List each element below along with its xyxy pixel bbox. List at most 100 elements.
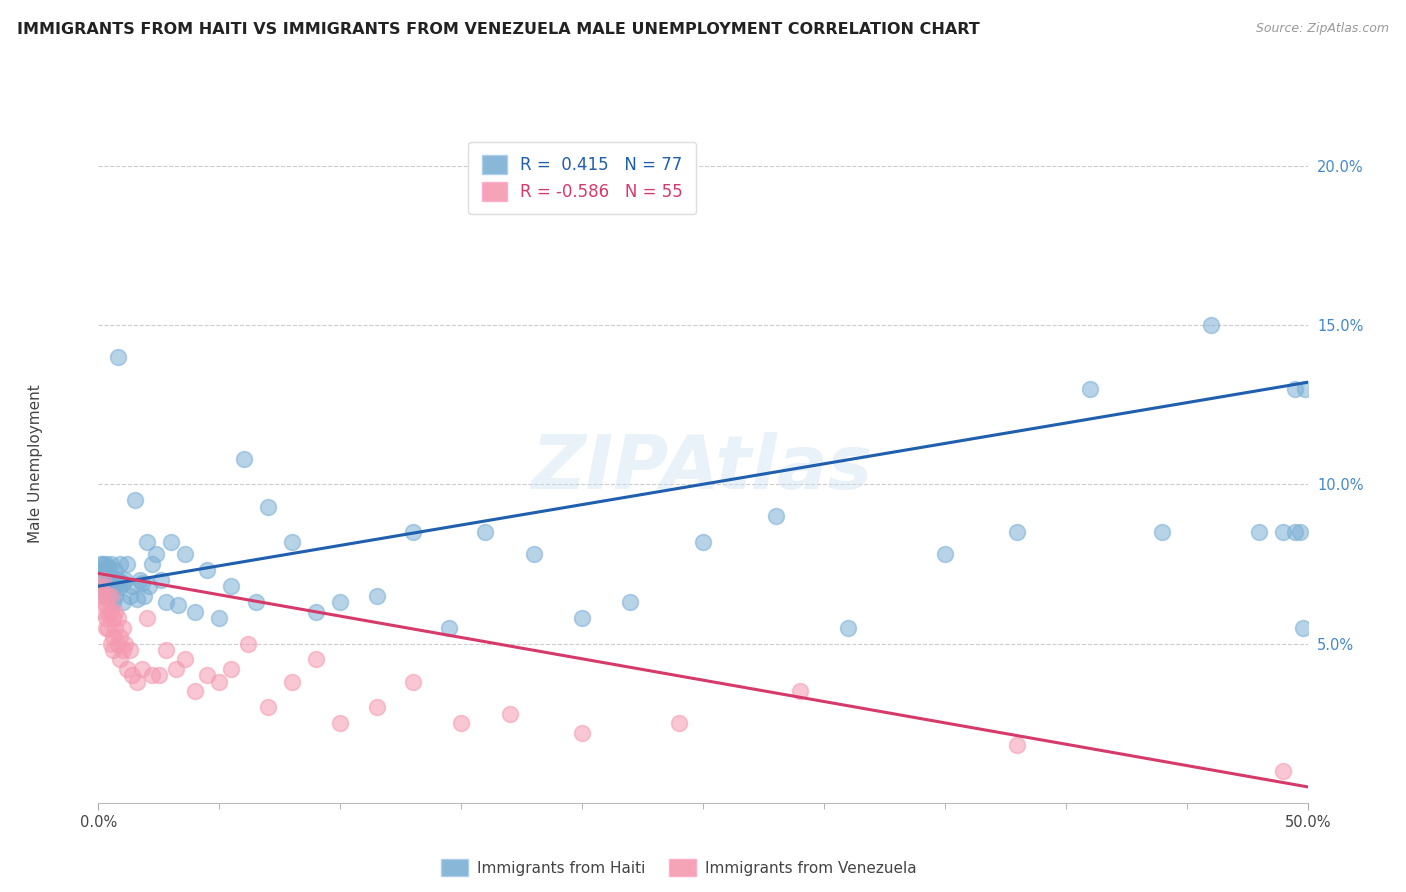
Point [91, 605, 114, 619]
Point [1292, 621, 1315, 635]
Point [100, 589, 122, 603]
Point [107, 573, 129, 587]
Point [111, 595, 134, 609]
Point [668, 716, 690, 731]
Point [523, 547, 546, 561]
Point [94, 589, 117, 603]
Point [117, 557, 139, 571]
Point [165, 662, 187, 676]
Text: Source: ZipAtlas.com: Source: ZipAtlas.com [1256, 22, 1389, 36]
Point [118, 589, 141, 603]
Point [256, 700, 278, 714]
Point [90, 579, 112, 593]
Point [114, 636, 136, 650]
Point [1294, 382, 1316, 396]
Point [127, 674, 149, 689]
Point [127, 591, 149, 606]
Point [111, 576, 134, 591]
Point [281, 534, 304, 549]
Point [571, 725, 593, 739]
Point [97, 560, 120, 574]
Point [97, 621, 120, 635]
Point [1284, 382, 1306, 396]
Point [1289, 524, 1312, 539]
Point [101, 643, 124, 657]
Point [90, 557, 112, 571]
Point [184, 684, 207, 698]
Point [91, 579, 114, 593]
Point [305, 652, 328, 666]
Point [1078, 382, 1101, 396]
Point [498, 706, 520, 721]
Point [117, 662, 139, 676]
Point [101, 611, 124, 625]
Point [437, 621, 460, 635]
Point [221, 579, 243, 593]
Point [141, 668, 163, 682]
Point [305, 605, 328, 619]
Point [124, 493, 146, 508]
Point [837, 621, 859, 635]
Point [366, 589, 388, 603]
Point [167, 599, 190, 613]
Point [94, 566, 117, 581]
Point [134, 589, 156, 603]
Point [135, 534, 157, 549]
Point [100, 569, 122, 583]
Point [135, 611, 157, 625]
Point [934, 547, 956, 561]
Text: IMMIGRANTS FROM HAITI VS IMMIGRANTS FROM VENEZUELA MALE UNEMPLOYMENT CORRELATION: IMMIGRANTS FROM HAITI VS IMMIGRANTS FROM… [17, 22, 980, 37]
Point [1007, 739, 1029, 753]
Point [97, 573, 120, 587]
Point [195, 668, 218, 682]
Point [91, 557, 114, 571]
Point [174, 547, 197, 561]
Point [1284, 524, 1306, 539]
Point [208, 674, 231, 689]
Point [94, 611, 117, 625]
Point [1007, 524, 1029, 539]
Point [208, 611, 231, 625]
Point [111, 621, 134, 635]
Point [114, 573, 136, 587]
Point [1249, 524, 1271, 539]
Point [100, 605, 122, 619]
Point [101, 595, 124, 609]
Point [232, 451, 254, 466]
Point [108, 557, 131, 571]
Point [765, 509, 787, 524]
Point [108, 652, 131, 666]
Point [91, 589, 114, 603]
Point [131, 576, 153, 591]
Point [100, 636, 122, 650]
Point [155, 595, 177, 609]
Point [111, 643, 134, 657]
Point [281, 674, 304, 689]
Point [692, 534, 714, 549]
Point [91, 563, 114, 577]
Point [145, 547, 167, 561]
Point [450, 716, 472, 731]
Point [97, 579, 120, 593]
Point [1272, 524, 1295, 539]
Point [104, 579, 127, 593]
Point [1272, 764, 1295, 778]
Point [195, 563, 218, 577]
Point [155, 643, 177, 657]
Point [90, 589, 112, 603]
Text: Male Unemployment: Male Unemployment [28, 384, 42, 543]
Point [148, 668, 170, 682]
Point [104, 605, 127, 619]
Point [94, 599, 117, 613]
Point [97, 605, 120, 619]
Point [104, 621, 127, 635]
Point [128, 573, 150, 587]
Point [94, 557, 117, 571]
Point [329, 595, 352, 609]
Point [150, 573, 173, 587]
Point [1152, 524, 1174, 539]
Point [160, 534, 183, 549]
Point [104, 563, 127, 577]
Point [104, 589, 127, 603]
Point [184, 605, 207, 619]
